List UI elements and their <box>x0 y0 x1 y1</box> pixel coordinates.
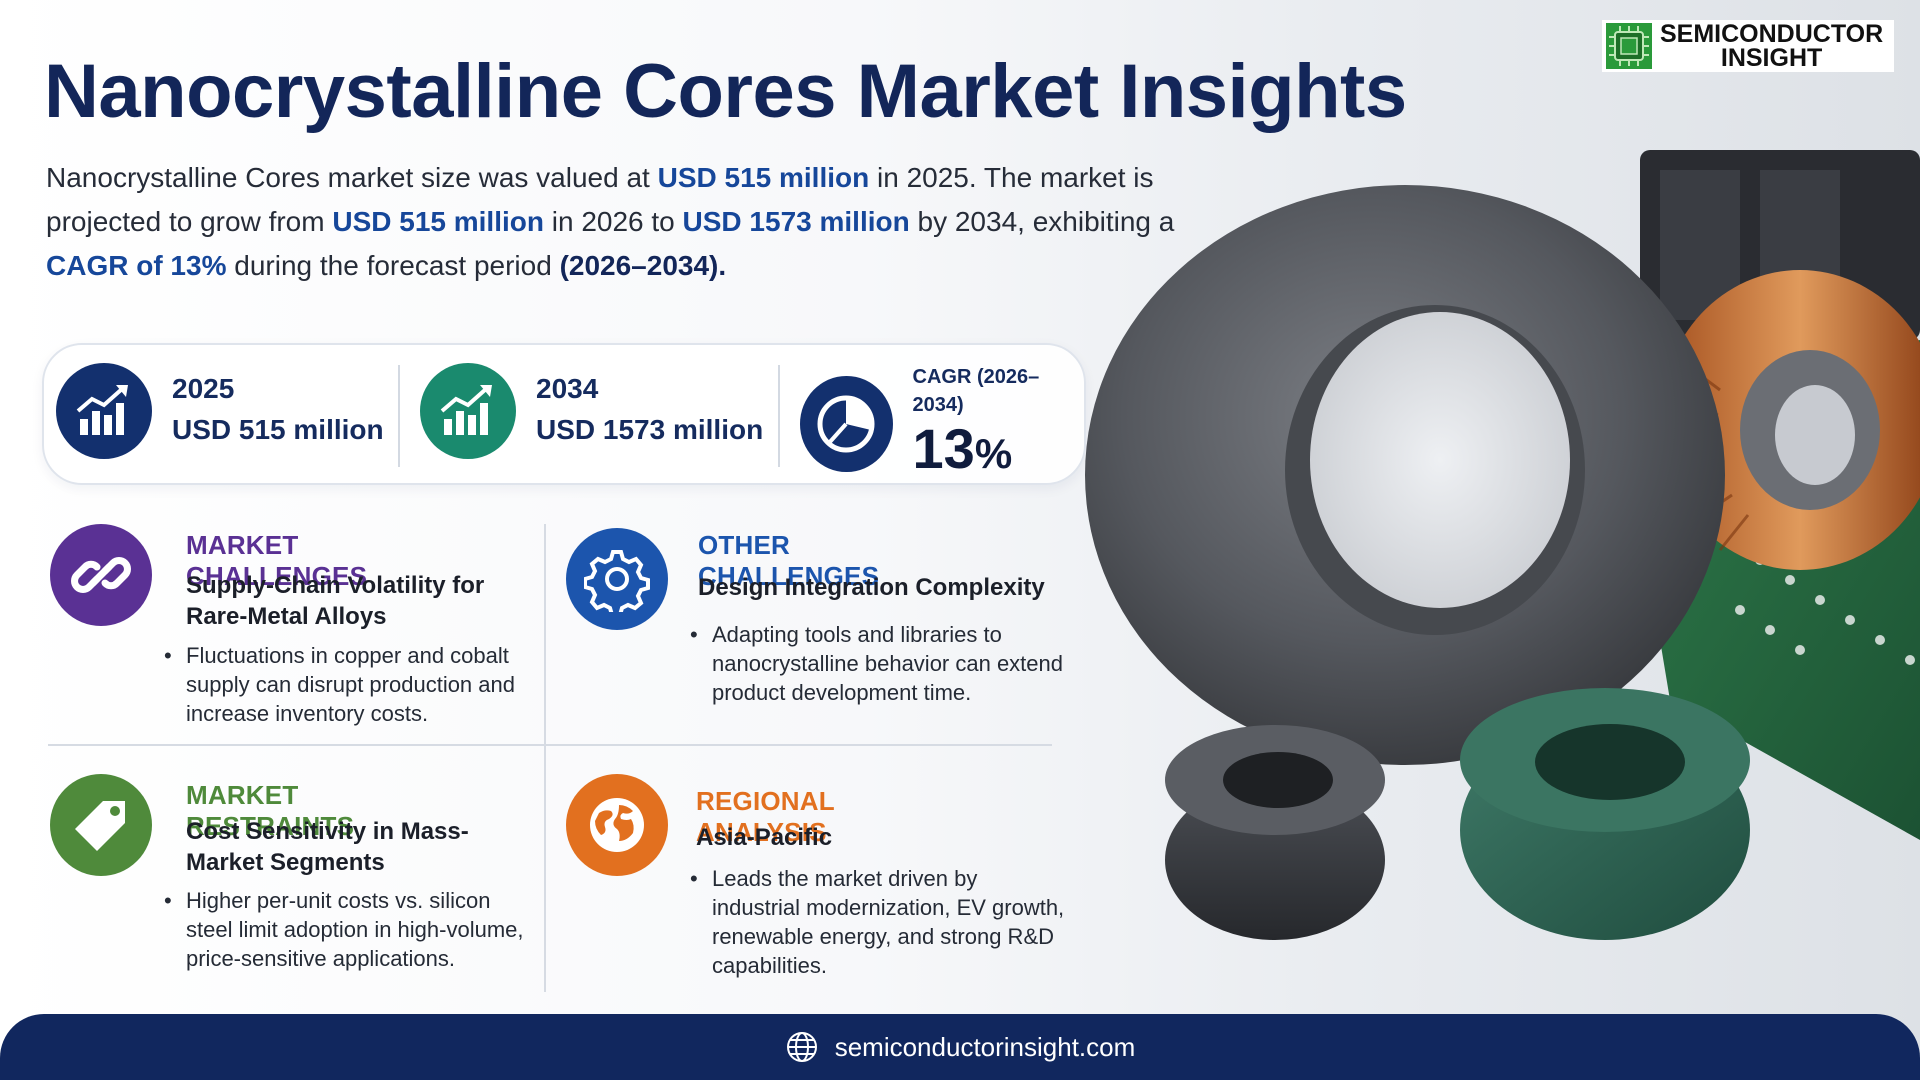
section-subheading: Asia-Pacific <box>696 824 833 851</box>
section-subheading: Design Integration Complexity <box>698 574 1045 601</box>
footer-bar: semiconductorinsight.com <box>0 1014 1920 1080</box>
section-heading: MARKET RESTRAINTS <box>186 780 355 841</box>
intro-value-2026: USD 515 million <box>332 206 544 237</box>
section-subheading: Supply-Chain Volatility for Rare-Metal A… <box>186 572 485 630</box>
brand-name: SEMICONDUCTOR INSIGHT <box>1660 20 1884 72</box>
stat-2025: 2025 USD 515 million <box>56 363 384 459</box>
section-heading: MARKET CHALLENGES <box>186 530 368 591</box>
grid-vertical-divider <box>544 524 546 992</box>
price-tag-icon <box>50 774 152 876</box>
chain-link-icon <box>50 524 152 626</box>
pie-chart-icon <box>800 375 893 472</box>
bar-chart-growth-icon <box>420 363 516 459</box>
intro-text-2: in 2025. The market is projected to grow… <box>46 162 1154 237</box>
globe-icon <box>566 774 668 876</box>
section-bullet: Fluctuations in copper and cobalt supply… <box>164 641 534 728</box>
brand-name-line2: INSIGHT <box>1720 44 1823 72</box>
section-bullet: Leads the market driven by industrial mo… <box>690 864 1070 980</box>
brand-name-line1: SEMICONDUCTOR <box>1660 20 1884 48</box>
stat-year: 2034 <box>536 373 599 404</box>
website-link[interactable]: semiconductorinsight.com <box>834 1031 1136 1062</box>
intro-text-1: Nanocrystalline Cores market size was va… <box>46 162 658 193</box>
intro-value-2034: USD 1573 million <box>682 206 910 237</box>
stat-2034: 2034 USD 1573 million <box>420 363 763 459</box>
intro-text-3: in 2026 to <box>543 206 683 237</box>
page-title: Nanocrystalline Cores Market Insights <box>44 49 1407 134</box>
brand-logo: SEMICONDUCTOR INSIGHT <box>1602 20 1894 72</box>
intro-text-4: by 2034, exhibiting a <box>909 206 1175 237</box>
bar-chart-growth-icon <box>56 363 152 459</box>
section-heading: REGIONAL ANALYSIS <box>696 786 835 847</box>
globe-outline-icon <box>786 1032 817 1062</box>
product-photo <box>1085 150 1920 940</box>
section-bullet: Higher per-unit costs vs. silicon steel … <box>164 886 538 973</box>
intro-value-2025: USD 515 million <box>657 162 870 193</box>
cagr-number: 13 <box>912 417 975 480</box>
grid-horizontal-divider <box>48 744 1052 746</box>
cagr-label: CAGR (2026–2034) <box>912 366 1040 416</box>
cagr-percent-sign: % <box>974 430 1013 477</box>
stat-value: USD 515 million <box>172 414 384 445</box>
stats-panel: 2025 USD 515 million 2034 USD 1573 milli… <box>42 343 1086 485</box>
stat-divider <box>778 365 780 467</box>
stat-year: 2025 <box>172 373 235 404</box>
intro-cagr: CAGR of 13% <box>46 250 227 281</box>
stat-value: USD 1573 million <box>536 414 764 445</box>
section-bullet: Adapting tools and libraries to nanocrys… <box>690 620 1070 707</box>
intro-text-5: during the forecast period <box>226 250 560 281</box>
intro-paragraph: Nanocrystalline Cores market size was va… <box>46 156 1206 288</box>
intro-period: (2026–2034). <box>559 250 727 281</box>
section-heading: OTHER CHALLENGES <box>698 530 880 591</box>
section-subheading: Cost Sensitivity in Mass-Market Segments <box>186 818 469 876</box>
stat-cagr: CAGR (2026–2034) 13% <box>800 363 1084 484</box>
stat-divider <box>398 365 400 467</box>
chip-icon <box>1606 23 1652 69</box>
gear-icon <box>566 528 668 630</box>
